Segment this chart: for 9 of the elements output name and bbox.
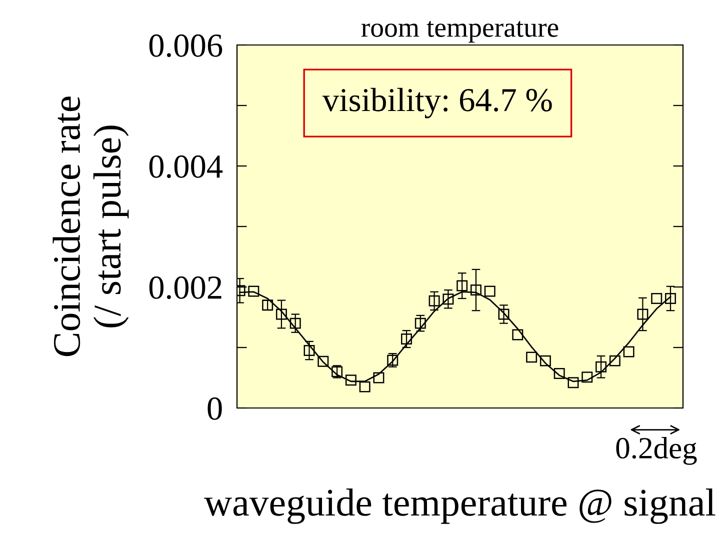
y-tick-label: 0.002 — [149, 276, 222, 300]
y-axis-title: Coincidence rate (/ start pulse) — [52, 96, 129, 356]
text: 0.2deg — [616, 437, 697, 465]
y-tick-label: 0.006 — [149, 34, 222, 58]
chart-title: room temperature — [361, 21, 558, 43]
y-tick-label: 0.004 — [149, 155, 223, 178]
y-tick-label: 0 — [208, 397, 222, 420]
annotation: visibility: 64.7 % — [322, 88, 552, 118]
x-axis-title: waveguide temperature @ signal — [204, 488, 716, 524]
